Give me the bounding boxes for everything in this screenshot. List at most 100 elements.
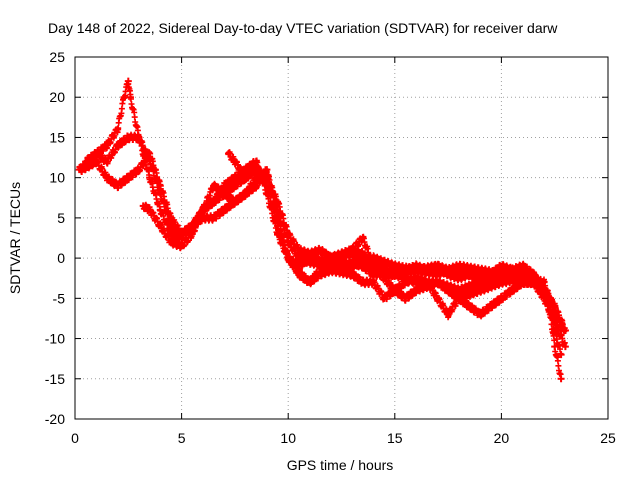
data-point [359,234,367,242]
data-point [77,166,85,174]
data-point [120,93,128,101]
x-axis-label: GPS time / hours [287,457,394,473]
y-tick-label: -15 [45,371,65,387]
data-point [252,182,260,190]
data-point [242,190,250,198]
y-axis-label: SDTVAR / TECUs [7,182,23,294]
data-point [103,141,111,149]
data-point [327,254,335,262]
data-point [82,158,90,166]
data-point [348,258,356,266]
y-tick-label: -5 [53,290,66,306]
data-point [391,286,399,294]
data-point [210,214,218,222]
data-point [252,162,260,170]
data-point [167,238,175,246]
data-point [188,230,196,238]
data-point [359,278,367,286]
data-point [455,270,463,278]
data-point [124,174,132,182]
data-point [433,294,441,302]
data-point [135,133,143,141]
data-point [551,327,559,335]
data-point [540,286,548,294]
data-point [220,206,228,214]
y-tick-label: -20 [45,411,65,427]
x-tick-label: 5 [178,430,186,446]
data-point [444,310,452,318]
data-point [401,294,409,302]
data-point [210,198,218,206]
data-point [359,262,367,270]
data-point [92,150,100,158]
series-track-1 [75,77,565,383]
x-tick-label: 15 [387,430,403,446]
data-point [274,222,282,230]
data-point [124,133,132,141]
data-point [519,262,527,270]
x-tick-label: 0 [71,430,79,446]
series-track-6 [338,256,565,359]
data-point [263,182,271,190]
data-point [210,182,218,190]
y-tick-label: 0 [57,250,65,266]
data-point [114,182,122,190]
data-point [178,230,186,238]
data-point [465,302,473,310]
data-point [135,166,143,174]
y-tick-label: 5 [57,210,65,226]
data-point [497,270,505,278]
data-point [231,198,239,206]
y-tick-label: -10 [45,331,65,347]
data-point [412,286,420,294]
data-point [455,294,463,302]
data-point [327,266,335,274]
data-point [242,174,250,182]
y-tick-label: 25 [49,49,65,65]
data-point [156,190,164,198]
data-point [497,294,505,302]
data-point [178,242,186,250]
y-tick-label: 10 [49,170,65,186]
data-point [455,262,463,270]
y-tick-label: 20 [49,89,65,105]
data-point [225,150,233,158]
data-point [369,262,377,270]
data-point [348,246,356,254]
data-layer [75,77,569,383]
data-point [338,262,345,270]
data-point [391,270,399,278]
data-point [284,254,292,262]
data-point [114,141,122,149]
data-point [297,270,305,278]
data-point [412,266,420,274]
data-point [369,278,377,286]
data-point [316,246,324,254]
series-track-5 [225,149,565,335]
data-point [380,294,388,302]
data-point [306,250,314,258]
data-point [139,202,147,210]
data-point [561,343,569,351]
series-markers [76,80,565,382]
data-point [476,310,484,318]
data-point [557,327,565,335]
chart-title: Day 148 of 2022, Sidereal Day-to-day VTE… [48,20,558,36]
y-tick-label: 15 [49,129,65,145]
data-point [391,262,399,270]
data-point [156,222,164,230]
data-point [433,262,441,270]
data-point [487,274,495,282]
data-point [508,286,516,294]
data-point [167,222,175,230]
data-point [487,302,495,310]
data-point [465,266,473,274]
data-point [476,286,484,294]
data-point [348,270,356,278]
data-point [465,282,473,290]
data-point [220,190,228,198]
data-point [497,278,505,286]
data-point [508,266,516,274]
data-point [124,77,132,85]
data-point [551,302,559,310]
